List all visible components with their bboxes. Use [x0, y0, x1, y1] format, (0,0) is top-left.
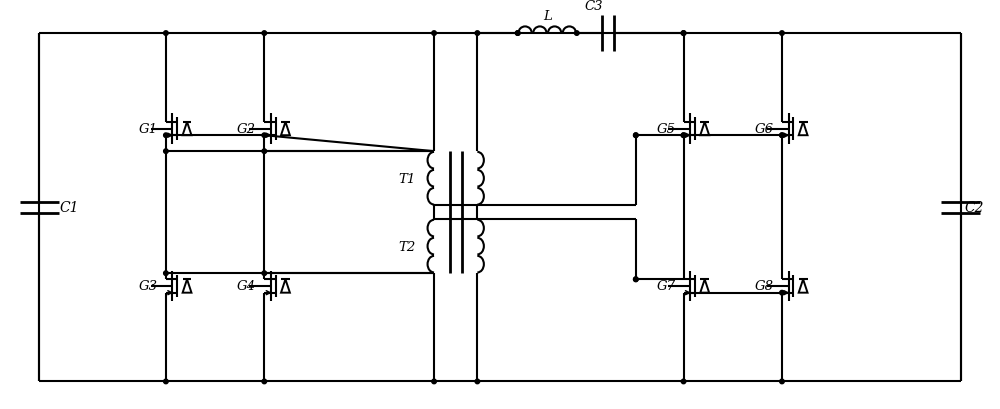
Circle shape [681, 134, 686, 138]
Circle shape [262, 271, 267, 276]
Text: T2: T2 [398, 240, 415, 253]
Circle shape [432, 32, 436, 36]
Circle shape [634, 277, 638, 282]
Circle shape [681, 134, 686, 138]
Circle shape [164, 32, 168, 36]
Text: G6: G6 [755, 123, 774, 136]
Circle shape [262, 379, 267, 384]
Circle shape [681, 32, 686, 36]
Circle shape [634, 134, 638, 138]
Text: G1: G1 [139, 123, 158, 136]
Circle shape [634, 134, 638, 138]
Circle shape [164, 271, 168, 276]
Circle shape [515, 32, 520, 36]
Text: T1: T1 [398, 172, 415, 185]
Circle shape [515, 32, 520, 36]
Text: G4: G4 [237, 280, 256, 293]
Circle shape [780, 379, 784, 384]
Circle shape [164, 150, 168, 154]
Text: C1: C1 [59, 201, 79, 215]
Circle shape [262, 134, 267, 138]
Circle shape [432, 379, 436, 384]
Text: L: L [543, 10, 552, 23]
Circle shape [262, 32, 267, 36]
Circle shape [780, 32, 784, 36]
Text: C2: C2 [965, 201, 984, 215]
Text: G5: G5 [656, 123, 675, 136]
Text: G2: G2 [237, 123, 256, 136]
Circle shape [681, 379, 686, 384]
Circle shape [164, 134, 168, 138]
Circle shape [780, 134, 784, 138]
Circle shape [262, 150, 267, 154]
Circle shape [475, 379, 480, 384]
Circle shape [475, 32, 480, 36]
Text: C3: C3 [584, 0, 603, 13]
Circle shape [681, 32, 686, 36]
Circle shape [574, 32, 579, 36]
Text: G8: G8 [755, 280, 774, 293]
Circle shape [164, 379, 168, 384]
Circle shape [780, 134, 784, 138]
Circle shape [634, 277, 638, 282]
Circle shape [780, 291, 784, 295]
Text: G3: G3 [139, 280, 158, 293]
Text: G7: G7 [656, 280, 675, 293]
